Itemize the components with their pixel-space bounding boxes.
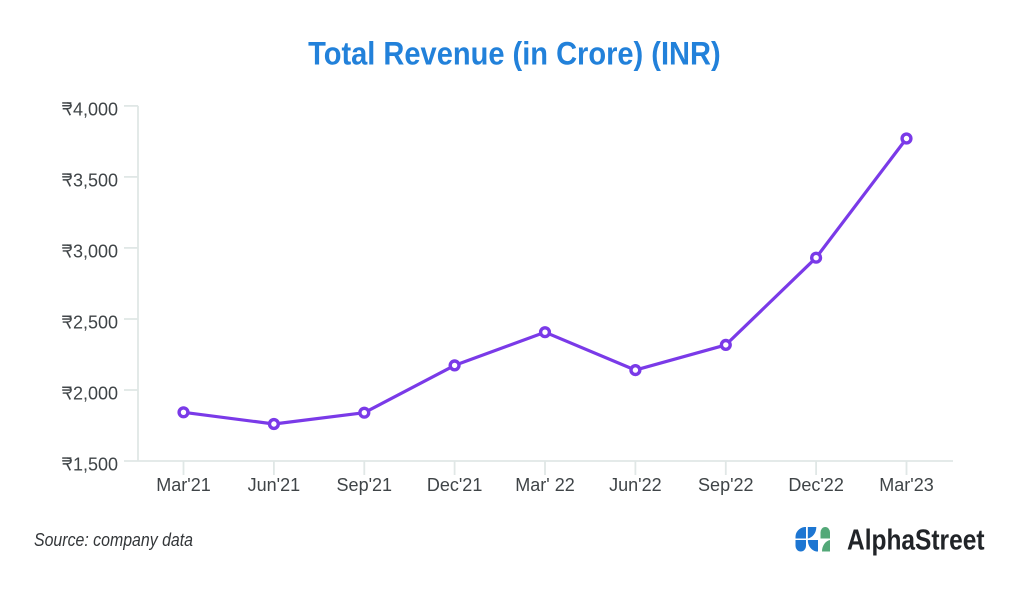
svg-text:4,000: 4,000 [73,99,118,119]
svg-text:Sep'22: Sep'22 [698,475,754,495]
svg-text:Mar'21: Mar'21 [156,475,210,495]
svg-text:Jun'22: Jun'22 [609,475,661,495]
svg-text:2,000: 2,000 [73,384,118,404]
svg-text:Total Revenue (in Crore) (INR): Total Revenue (in Crore) (INR) [308,35,721,71]
svg-text:Mar' 22: Mar' 22 [515,475,574,495]
svg-text:Sep'21: Sep'21 [337,475,393,495]
svg-text:Jun'21: Jun'21 [248,475,300,495]
svg-text:Dec'22: Dec'22 [788,475,843,495]
svg-text:Mar'23: Mar'23 [879,475,933,495]
svg-text:Source: company data: Source: company data [34,530,193,550]
svg-text:2,500: 2,500 [73,313,118,333]
svg-text:Dec'21: Dec'21 [427,475,482,495]
svg-text:1,500: 1,500 [73,454,118,474]
svg-text:3,000: 3,000 [73,242,118,262]
svg-text:AlphaStreet: AlphaStreet [847,525,985,557]
svg-text:3,500: 3,500 [73,170,118,190]
